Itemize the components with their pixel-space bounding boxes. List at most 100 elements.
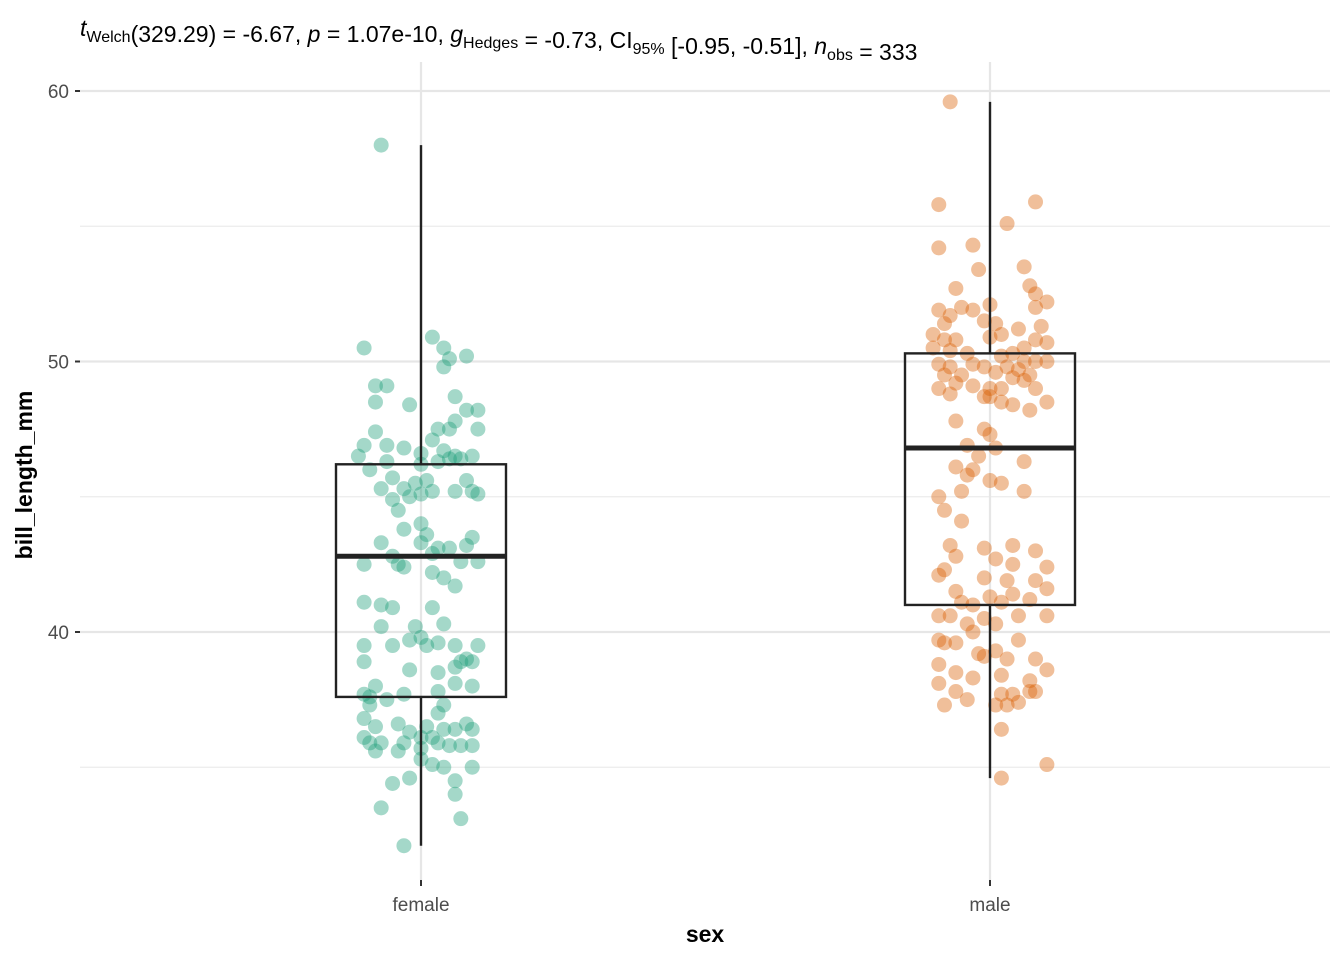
male-point bbox=[1039, 354, 1055, 369]
male-point bbox=[993, 326, 1009, 342]
male-point bbox=[936, 562, 952, 578]
male-point bbox=[971, 448, 987, 464]
female-point bbox=[419, 638, 435, 654]
female-point bbox=[373, 735, 389, 751]
female-point bbox=[464, 483, 480, 499]
female-point bbox=[419, 527, 435, 543]
male-point bbox=[976, 540, 992, 556]
male-point bbox=[1028, 573, 1044, 589]
female-point bbox=[373, 481, 389, 497]
male-point bbox=[954, 367, 970, 383]
male-point bbox=[1039, 608, 1055, 624]
female-point bbox=[447, 675, 463, 691]
female-point bbox=[424, 757, 440, 773]
female-box bbox=[334, 463, 508, 699]
x-axis: female male bbox=[392, 880, 1011, 916]
grid-major bbox=[80, 62, 1330, 880]
male-point bbox=[1033, 318, 1049, 334]
male-point bbox=[936, 635, 952, 651]
female-point bbox=[447, 483, 463, 499]
female-point bbox=[373, 619, 389, 635]
female-point bbox=[373, 137, 389, 153]
male-point bbox=[936, 697, 952, 713]
female-point bbox=[396, 838, 412, 854]
female-point bbox=[464, 759, 480, 775]
female-point bbox=[385, 775, 401, 791]
male-point bbox=[1016, 259, 1032, 275]
female-point bbox=[373, 597, 389, 613]
female-point bbox=[470, 486, 486, 502]
female-point bbox=[430, 665, 446, 681]
female-point bbox=[436, 697, 452, 713]
female-point bbox=[447, 773, 463, 789]
female-point bbox=[453, 738, 469, 754]
female-point bbox=[362, 462, 378, 478]
male-point bbox=[954, 299, 970, 315]
male-point bbox=[959, 692, 975, 708]
male-point bbox=[1005, 370, 1021, 386]
male-point bbox=[1010, 694, 1026, 710]
female-point bbox=[430, 705, 446, 721]
female-point bbox=[436, 443, 452, 459]
male-point bbox=[976, 421, 992, 437]
subtitle-part-11: obs bbox=[827, 47, 853, 64]
subtitle-part-10: n bbox=[814, 33, 827, 59]
female-point bbox=[396, 735, 412, 751]
male-point bbox=[942, 608, 958, 624]
female-point bbox=[356, 556, 372, 572]
male-point bbox=[976, 570, 992, 586]
male-point bbox=[1039, 294, 1055, 310]
female-point bbox=[447, 721, 463, 737]
female-point bbox=[413, 486, 429, 502]
male-point bbox=[1022, 367, 1038, 383]
male-point bbox=[936, 332, 952, 348]
male-point bbox=[993, 381, 1009, 397]
female-point bbox=[424, 432, 440, 448]
male-point bbox=[982, 473, 998, 489]
male-point bbox=[1039, 662, 1055, 678]
male-point bbox=[1022, 592, 1038, 608]
female-point bbox=[424, 329, 440, 345]
female-point bbox=[385, 491, 401, 507]
female-point bbox=[436, 616, 452, 632]
male-point bbox=[925, 326, 941, 342]
male-point bbox=[1010, 362, 1026, 378]
male-point bbox=[1022, 278, 1038, 294]
female-point bbox=[464, 721, 480, 737]
male-point bbox=[1022, 684, 1038, 700]
x-tick-label-female: female bbox=[392, 895, 449, 916]
male-box bbox=[903, 352, 1077, 607]
male-point bbox=[976, 359, 992, 375]
female-point bbox=[436, 721, 452, 737]
male-point bbox=[965, 356, 981, 372]
x-axis-title: sex bbox=[686, 921, 725, 947]
male-point bbox=[971, 262, 987, 278]
male-point bbox=[931, 608, 947, 624]
female-point bbox=[402, 397, 418, 413]
female-point bbox=[436, 759, 452, 775]
male-point bbox=[959, 467, 975, 483]
female-point bbox=[436, 570, 452, 586]
subtitle-part-5: g bbox=[450, 21, 463, 47]
female-point bbox=[453, 811, 469, 827]
boxplots bbox=[334, 101, 1077, 846]
y-tick-label: 60 bbox=[48, 82, 69, 103]
male-point bbox=[959, 616, 975, 632]
male-point bbox=[931, 240, 947, 256]
female-point bbox=[379, 454, 395, 470]
female-point bbox=[390, 502, 406, 518]
female-point bbox=[413, 516, 429, 532]
y-tick-label: 40 bbox=[48, 623, 69, 644]
female-point bbox=[464, 678, 480, 694]
female-point bbox=[390, 556, 406, 572]
female-point bbox=[356, 711, 372, 727]
male-point bbox=[931, 656, 947, 672]
male-point bbox=[931, 632, 947, 648]
subtitle-part-0: t bbox=[80, 15, 88, 41]
male-point bbox=[965, 302, 981, 318]
male-point bbox=[948, 375, 964, 391]
subtitle-part-9: [-0.95, -0.51], bbox=[665, 33, 815, 59]
female-point bbox=[436, 340, 452, 356]
female-point bbox=[464, 654, 480, 670]
